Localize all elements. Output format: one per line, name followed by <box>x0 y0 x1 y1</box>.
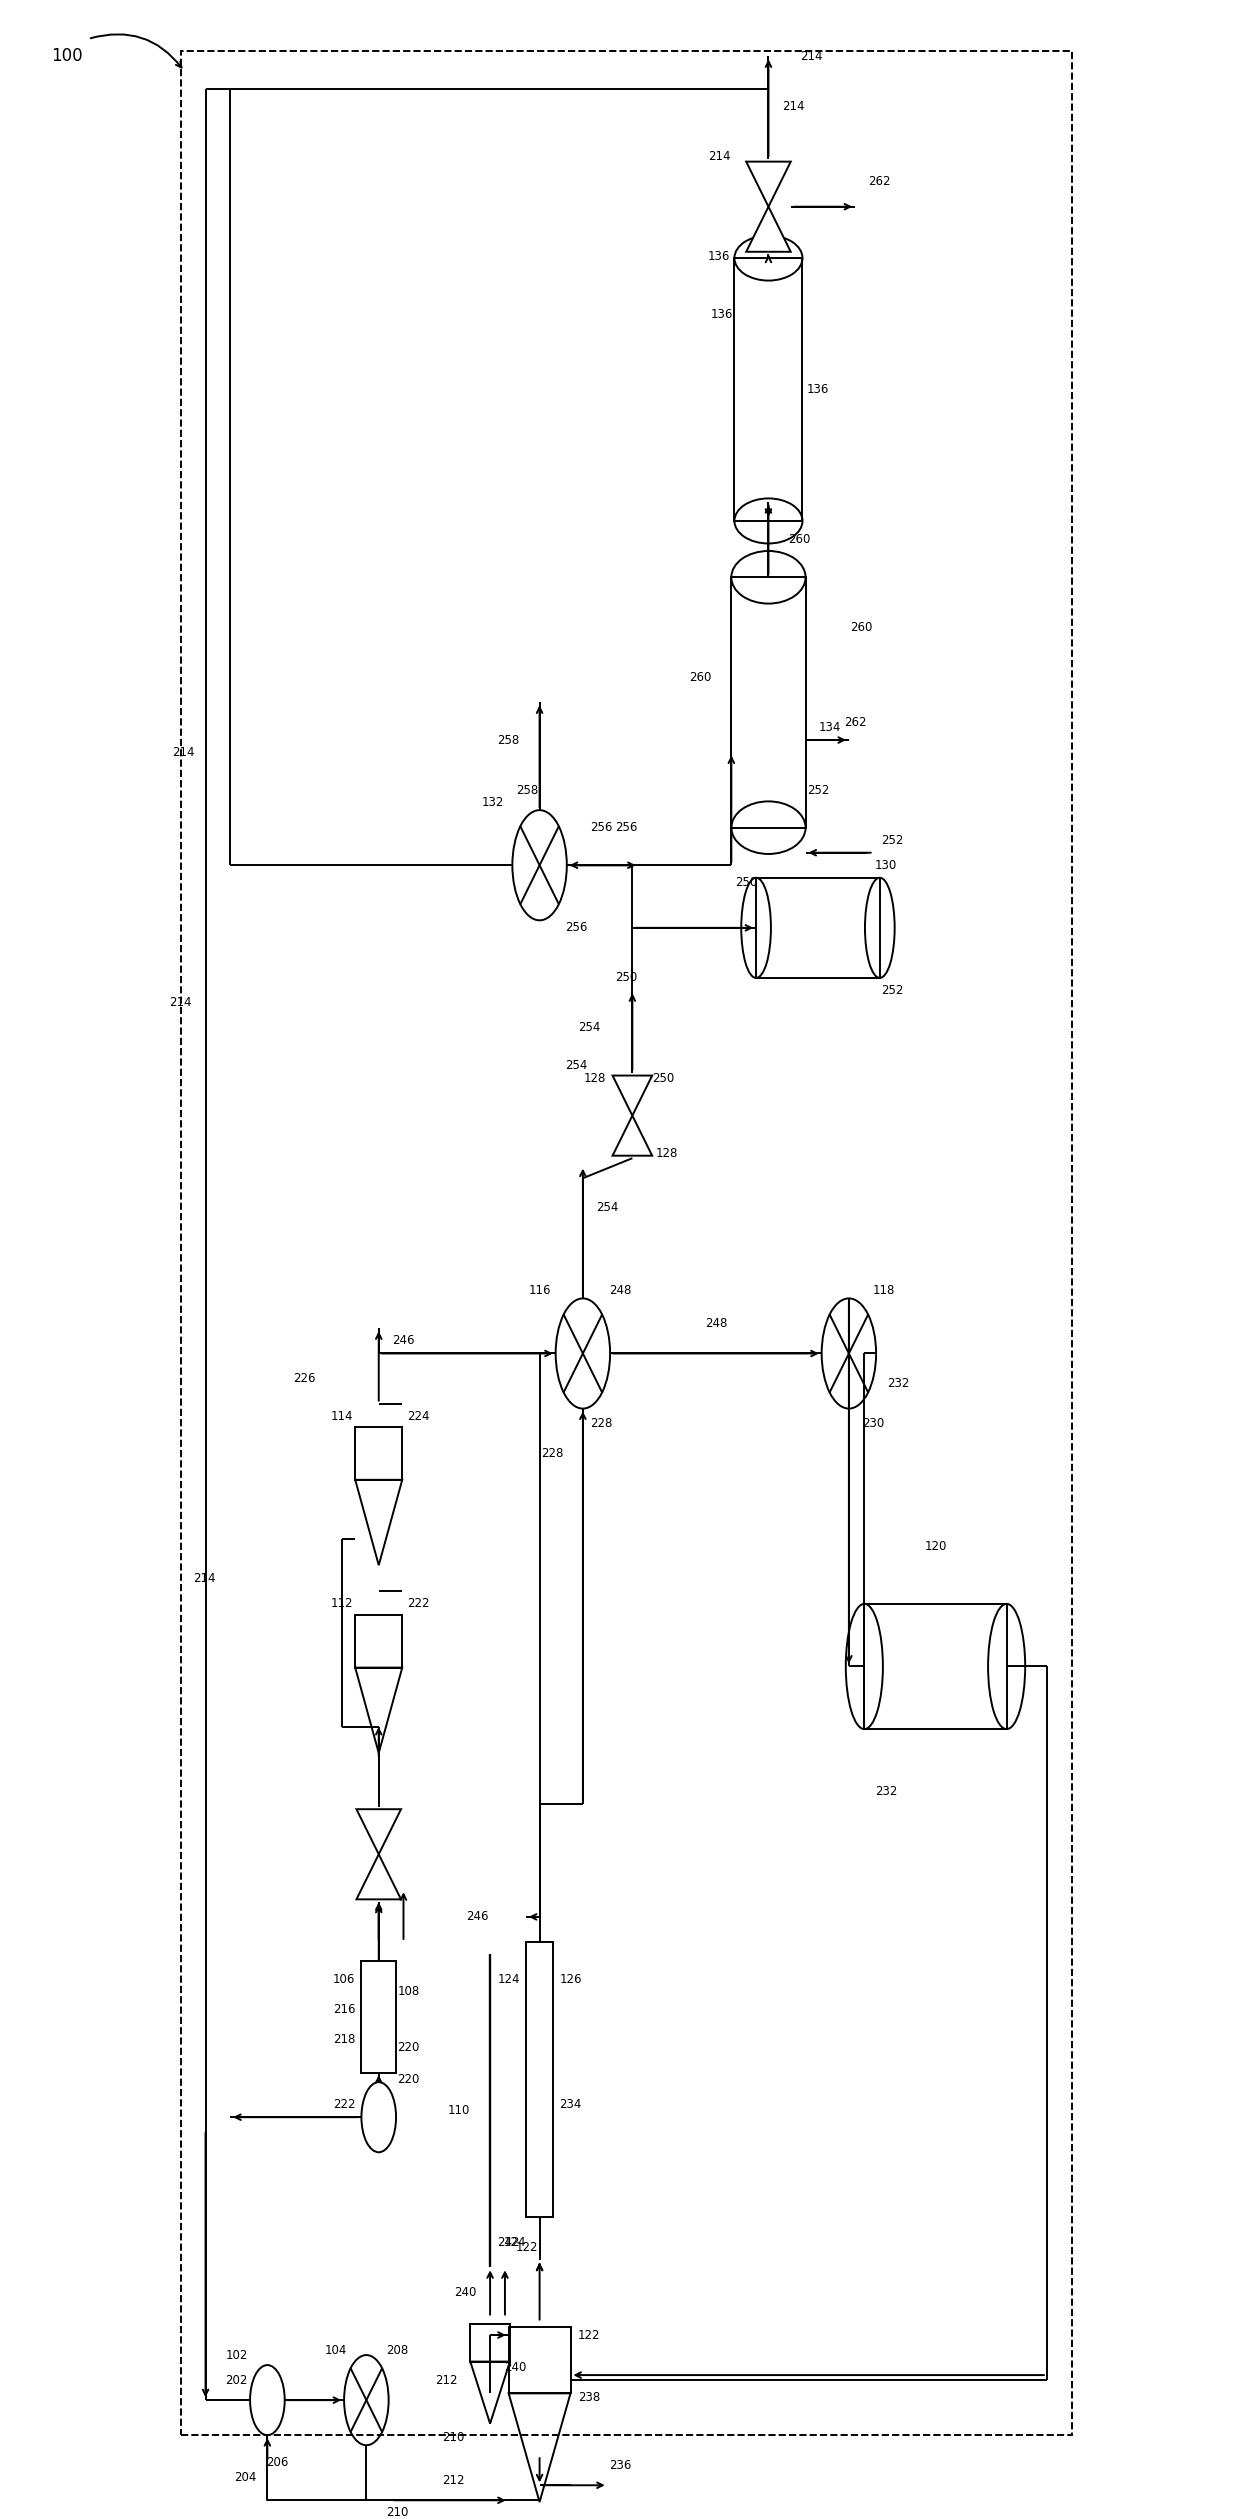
Text: 122: 122 <box>516 2242 538 2255</box>
Text: 114: 114 <box>330 1411 353 1423</box>
Text: 136: 136 <box>708 249 730 264</box>
Text: 132: 132 <box>481 796 503 809</box>
Text: 256: 256 <box>565 922 588 935</box>
Text: 246: 246 <box>392 1335 414 1348</box>
Text: 136: 136 <box>711 307 733 320</box>
Text: 124: 124 <box>503 2237 526 2249</box>
Text: 102: 102 <box>226 2348 248 2360</box>
Text: 128: 128 <box>584 1071 606 1086</box>
Text: 212: 212 <box>441 2474 464 2486</box>
Text: 254: 254 <box>565 1058 588 1073</box>
Text: 224: 224 <box>407 1411 429 1423</box>
Text: 242: 242 <box>497 2237 520 2249</box>
Text: 104: 104 <box>324 2343 347 2358</box>
Text: 124: 124 <box>497 1972 520 1985</box>
Text: 128: 128 <box>656 1146 678 1159</box>
Bar <box>732 577 806 829</box>
Polygon shape <box>613 1076 652 1116</box>
Text: 108: 108 <box>397 1985 419 1998</box>
Text: 130: 130 <box>875 859 897 872</box>
Bar <box>526 1942 553 2217</box>
Bar <box>355 1615 402 1668</box>
Text: 240: 240 <box>454 2285 476 2300</box>
Text: 230: 230 <box>863 1418 885 1431</box>
Text: 248: 248 <box>609 1285 631 1297</box>
Polygon shape <box>746 161 791 207</box>
Text: 238: 238 <box>578 2391 600 2403</box>
Text: 204: 204 <box>234 2471 257 2484</box>
Text: 118: 118 <box>873 1285 895 1297</box>
Text: 234: 234 <box>559 2098 582 2111</box>
Text: 100: 100 <box>51 48 83 65</box>
Bar <box>734 257 802 521</box>
Text: 222: 222 <box>332 2098 356 2111</box>
Text: 106: 106 <box>332 1972 356 1985</box>
Text: 256: 256 <box>590 821 613 834</box>
Polygon shape <box>613 1116 652 1156</box>
Text: 256: 256 <box>615 821 637 834</box>
Text: 240: 240 <box>503 2360 526 2373</box>
Text: 258: 258 <box>497 733 520 746</box>
Bar <box>355 1428 402 1479</box>
Bar <box>181 50 1071 2436</box>
Text: 206: 206 <box>267 2456 289 2469</box>
Text: 248: 248 <box>704 1317 727 1330</box>
Text: 136: 136 <box>807 383 830 395</box>
Text: 250: 250 <box>652 1071 675 1086</box>
Text: 216: 216 <box>332 2003 356 2015</box>
Text: 232: 232 <box>887 1378 910 1390</box>
Text: 208: 208 <box>386 2343 408 2358</box>
Text: 254: 254 <box>578 1023 600 1035</box>
Text: 116: 116 <box>528 1285 551 1297</box>
Text: 226: 226 <box>293 1373 316 1385</box>
Text: 252: 252 <box>880 985 904 998</box>
Text: 222: 222 <box>407 1597 429 1610</box>
Text: 220: 220 <box>397 2040 419 2053</box>
Text: 110: 110 <box>448 2103 470 2118</box>
Text: 220: 220 <box>397 2073 419 2086</box>
Text: 214: 214 <box>170 998 192 1010</box>
Text: 232: 232 <box>874 1786 898 1799</box>
Text: 260: 260 <box>689 670 712 685</box>
Text: 212: 212 <box>435 2373 458 2385</box>
Text: 218: 218 <box>332 2033 356 2045</box>
Text: 214: 214 <box>708 151 730 164</box>
Text: 134: 134 <box>820 720 842 733</box>
Text: 260: 260 <box>789 534 811 547</box>
Text: 250: 250 <box>735 877 758 889</box>
Bar <box>756 877 880 977</box>
Text: 210: 210 <box>441 2431 464 2443</box>
Text: 126: 126 <box>559 1972 582 1985</box>
Text: 202: 202 <box>226 2373 248 2385</box>
Bar <box>508 2328 570 2393</box>
Bar <box>361 1960 396 2073</box>
Text: 228: 228 <box>590 1418 613 1431</box>
Text: 214: 214 <box>801 50 823 63</box>
Bar <box>864 1605 1007 1728</box>
Text: 112: 112 <box>330 1597 353 1610</box>
Text: 262: 262 <box>868 176 892 189</box>
Text: 260: 260 <box>851 620 873 635</box>
Text: 120: 120 <box>924 1539 946 1552</box>
Text: 214: 214 <box>782 101 805 113</box>
Text: 246: 246 <box>466 1909 489 1925</box>
Text: 236: 236 <box>609 2459 631 2471</box>
Polygon shape <box>356 1854 401 1899</box>
Text: 228: 228 <box>541 1446 563 1461</box>
Polygon shape <box>356 1809 401 1854</box>
Text: 254: 254 <box>596 1202 619 1214</box>
Text: 258: 258 <box>516 783 538 796</box>
Text: 252: 252 <box>807 783 830 796</box>
Text: 122: 122 <box>578 2328 600 2343</box>
Text: 210: 210 <box>386 2506 408 2519</box>
Text: 250: 250 <box>615 972 637 985</box>
Text: 214: 214 <box>172 746 195 758</box>
Polygon shape <box>746 207 791 252</box>
Text: 214: 214 <box>193 1572 216 1584</box>
Text: 252: 252 <box>880 834 904 846</box>
Bar <box>470 2323 510 2363</box>
Text: 262: 262 <box>844 715 867 728</box>
